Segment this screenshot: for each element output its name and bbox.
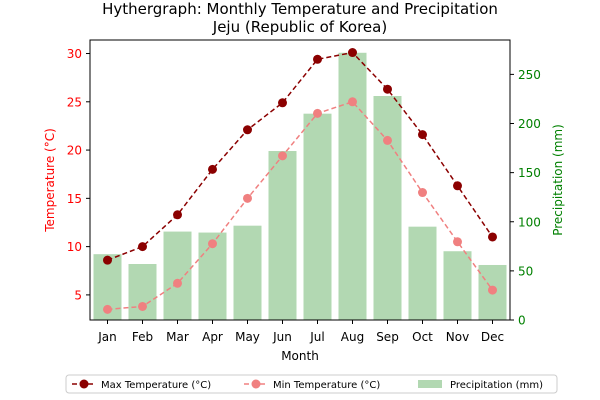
min-temp-point-mar [173, 278, 182, 288]
legend-precipitation-swatch [418, 380, 442, 388]
temperature-lines [103, 48, 497, 314]
chart-subtitle: Jeju (Republic of Korea) [212, 18, 387, 36]
max-temp-point-jan [103, 255, 112, 265]
legend-frame [65, 374, 558, 394]
x-tick-label: Jul [309, 330, 324, 344]
precipitation-bars [93, 52, 507, 321]
max-temp-point-dec [488, 232, 497, 242]
max-temp-point-nov [453, 181, 462, 191]
x-tick-label: Apr [202, 330, 223, 344]
y-left-tick-label: 30 [67, 47, 82, 61]
y-right-tick-label: 250 [518, 68, 541, 82]
y-right-tick-label: 50 [518, 264, 533, 278]
max-temp-point-may [243, 125, 252, 135]
max-temp-point-aug [348, 48, 357, 58]
precipitation-bar-aug [338, 52, 367, 320]
min-temp-point-dec [488, 285, 497, 295]
min-temp-point-jul [313, 108, 322, 118]
min-temp-point-jun [278, 151, 287, 161]
y-left-tick-label: 25 [67, 95, 82, 109]
y-right-tick-label: 150 [518, 166, 541, 180]
min-temp-point-nov [453, 237, 462, 247]
y-axis-right-label: Precipitation (mm) [551, 124, 565, 236]
x-tick-label: Jan [97, 330, 117, 344]
x-tick-label: Mar [166, 330, 189, 344]
legend-min-temp-label: Min Temperature (°C) [273, 380, 380, 391]
precipitation-bar-mar [163, 231, 192, 320]
precipitation-bar-feb [128, 264, 157, 320]
max-temp-line [107, 51, 494, 261]
legend-max-temp-label: Max Temperature (°C) [101, 380, 211, 391]
max-temp-point-mar [173, 210, 182, 220]
y-axis-left: 5 10 15 20 25 30 [67, 47, 90, 302]
legend-item-max-temp: Max Temperature (°C) [72, 379, 211, 391]
legend-max-temp-marker [79, 379, 89, 389]
legend-precipitation-label: Precipitation (mm) [450, 380, 543, 391]
y-left-tick-label: 10 [67, 240, 82, 254]
legend-item-min-temp: Min Temperature (°C) [244, 379, 380, 391]
chart-title: Hythergraph: Monthly Temperature and Pre… [102, 0, 498, 18]
x-tick-label: May [235, 330, 260, 344]
y-axis-left-label: Temperature (°C) [43, 128, 57, 233]
y-axis-right: 0 50 100 150 200 250 [510, 68, 541, 328]
x-tick-label: Nov [446, 330, 469, 344]
max-temp-point-sep [383, 84, 392, 94]
legend: Max Temperature (°C) Min Temperature (°C… [65, 374, 558, 394]
precipitation-bar-may [233, 225, 262, 320]
y-right-tick-label: 200 [518, 117, 541, 131]
precipitation-bar-jul [303, 113, 332, 321]
x-tick-label: Oct [412, 330, 433, 344]
max-temp-point-jul [313, 54, 322, 64]
x-axis-label: Month [281, 349, 319, 363]
legend-item-precipitation: Precipitation (mm) [418, 380, 543, 391]
min-temp-point-oct [418, 188, 427, 198]
plot-frame [89, 39, 511, 321]
precipitation-bar-jun [268, 151, 297, 320]
x-tick-label: Dec [481, 330, 504, 344]
max-temp-point-jun [278, 98, 287, 108]
precipitation-bar-oct [408, 226, 437, 320]
max-temp-point-apr [208, 164, 217, 174]
y-left-tick-label: 15 [67, 192, 82, 206]
min-temp-point-apr [208, 239, 217, 249]
min-temp-point-feb [138, 301, 147, 311]
y-left-tick-label: 20 [67, 144, 82, 158]
y-right-tick-label: 0 [518, 314, 526, 328]
min-temp-point-may [243, 193, 252, 203]
y-left-tick-label: 5 [74, 288, 82, 302]
min-temp-line [107, 100, 494, 311]
min-temp-point-aug [348, 97, 357, 107]
x-axis: Jan Feb Mar Apr May Jun Jul Aug Sep Oct Nov Dec [97, 320, 504, 344]
legend-min-temp-marker [251, 379, 261, 389]
min-temp-point-jan [103, 304, 112, 314]
x-tick-label: Feb [132, 330, 153, 344]
x-tick-label: Aug [341, 330, 364, 344]
max-temp-point-feb [138, 242, 147, 252]
min-temp-point-sep [383, 135, 392, 145]
x-tick-label: Sep [376, 330, 399, 344]
x-tick-label: Jun [272, 330, 292, 344]
max-temp-point-oct [418, 130, 427, 140]
precipitation-bar-sep [373, 96, 402, 320]
precipitation-bar-nov [443, 251, 472, 320]
y-right-tick-label: 100 [518, 215, 541, 229]
